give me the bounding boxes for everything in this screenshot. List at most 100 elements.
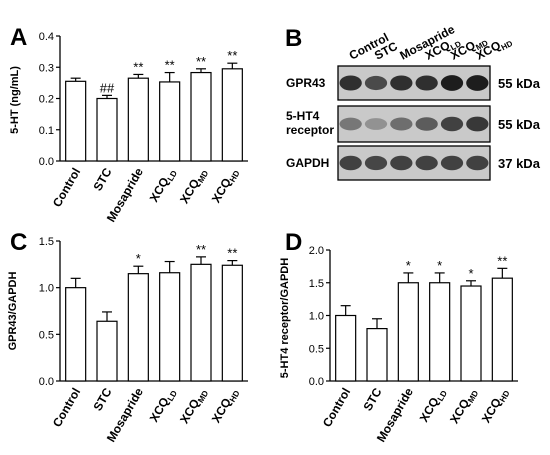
bar	[460, 285, 482, 382]
blot-band	[440, 116, 464, 132]
blot-band	[339, 75, 362, 91]
significance-label: *	[406, 258, 411, 273]
blot-band	[339, 155, 362, 171]
blot-band	[466, 116, 489, 132]
panel-label: A	[10, 24, 27, 51]
tick-label: XCQLD	[147, 385, 179, 425]
blot-band	[364, 75, 388, 91]
blot-band	[364, 155, 388, 171]
bar	[127, 273, 149, 382]
y-tick-label: 0.1	[39, 125, 54, 137]
blot-band	[339, 117, 362, 131]
significance-label: **	[196, 54, 206, 69]
bar	[221, 68, 243, 162]
significance-label: **	[227, 48, 237, 63]
bar	[190, 263, 212, 382]
tick-label: Control	[320, 386, 353, 430]
tick-label: XCQHD	[479, 385, 512, 426]
tick-label: XCQMD	[177, 165, 210, 207]
bar	[159, 272, 181, 382]
tick-label: XCQLD	[147, 165, 179, 205]
y-tick-label: 0.3	[39, 62, 54, 74]
bar	[335, 314, 357, 382]
y-tick-label: 1.0	[309, 311, 324, 323]
tick-label: XCQHD	[209, 385, 242, 426]
bar	[491, 277, 513, 382]
y-tick-label: 1.5	[39, 236, 54, 248]
blot-row-label: GPR43	[286, 76, 326, 90]
blot-lane-label: XCQHD	[473, 33, 514, 65]
blot-band	[364, 118, 388, 130]
blot-strip	[337, 145, 491, 181]
blot-band	[440, 155, 464, 171]
bar	[397, 282, 419, 382]
chart-panel-D: D 0.0 0.5 1.0 1.5 2.0 5-HT4 receptor/GAPDH Cont…	[279, 229, 518, 444]
tick-label: XCQMD	[177, 385, 210, 427]
y-tick-label: 0.5	[309, 343, 324, 355]
bar	[96, 97, 118, 162]
blot-band	[390, 117, 413, 131]
y-tick-label: 0.0	[309, 376, 324, 388]
tick-label: STC	[360, 385, 384, 413]
bar	[190, 71, 212, 162]
tick-label: XCQHD	[209, 165, 242, 206]
chart-panel-A: A 0.0 0.1 0.2 0.3 0.4 5-HT (ng/mL) Control ## STC…	[9, 24, 248, 224]
tick-label: STC	[90, 385, 114, 413]
y-tick-label: 1.0	[39, 283, 54, 295]
significance-label: *	[468, 266, 473, 281]
y-tick-label: 0.2	[39, 94, 54, 106]
bar	[429, 282, 451, 382]
blot-size-label: 37 kDa	[498, 156, 541, 171]
y-tick-label: 0.4	[39, 31, 54, 43]
blot-strip	[337, 65, 491, 101]
western-blot-panel: B ControlSTCMosaprideXCQLDXCQMDXCQHDGPR43…	[285, 22, 541, 181]
tick-label: XCQLD	[417, 385, 449, 425]
bar	[65, 80, 87, 162]
y-tick-label: 1.5	[309, 278, 324, 290]
blot-band	[440, 75, 464, 91]
bar	[65, 287, 87, 382]
panel-label: C	[10, 229, 27, 256]
significance-label: ##	[100, 80, 115, 95]
blot-strip	[337, 105, 491, 143]
blot-row-label: 5-HT4	[286, 109, 320, 123]
significance-label: *	[437, 258, 442, 273]
tick-label: Control	[50, 386, 83, 430]
panel-label: D	[285, 229, 302, 256]
significance-label: **	[497, 253, 507, 268]
significance-label: *	[136, 251, 141, 266]
significance-label: **	[227, 246, 237, 261]
bar	[221, 264, 243, 382]
blot-band	[466, 155, 489, 171]
y-tick-label: 2.0	[309, 245, 324, 257]
y-tick-label: 0.5	[39, 329, 54, 341]
panel-label: B	[285, 25, 302, 52]
y-axis-label: GPR43/GAPDH	[7, 272, 19, 351]
bar	[127, 77, 149, 162]
significance-label: **	[133, 59, 143, 74]
blot-band	[415, 75, 438, 91]
significance-label: **	[196, 242, 206, 257]
tick-label: XCQMD	[447, 385, 480, 427]
y-axis-label: 5-HT (ng/mL)	[9, 66, 21, 134]
blot-band	[390, 155, 413, 171]
tick-label: STC	[90, 165, 114, 193]
blot-band	[415, 117, 438, 131]
tick-label: Control	[50, 166, 83, 210]
bar	[366, 328, 388, 382]
blot-band	[415, 155, 438, 171]
y-tick-label: 0.0	[39, 156, 54, 168]
blot-size-label: 55 kDa	[498, 76, 541, 91]
blot-band	[466, 75, 489, 91]
bar	[159, 81, 181, 162]
bar	[96, 320, 118, 382]
blot-row-label: receptor	[286, 123, 334, 137]
y-axis-label: 5-HT4 receptor/GAPDH	[279, 258, 291, 378]
significance-label: **	[165, 58, 175, 73]
y-tick-label: 0.0	[39, 376, 54, 388]
blot-band	[390, 75, 413, 91]
blot-row-label: GAPDH	[286, 156, 329, 170]
blot-size-label: 55 kDa	[498, 117, 541, 132]
